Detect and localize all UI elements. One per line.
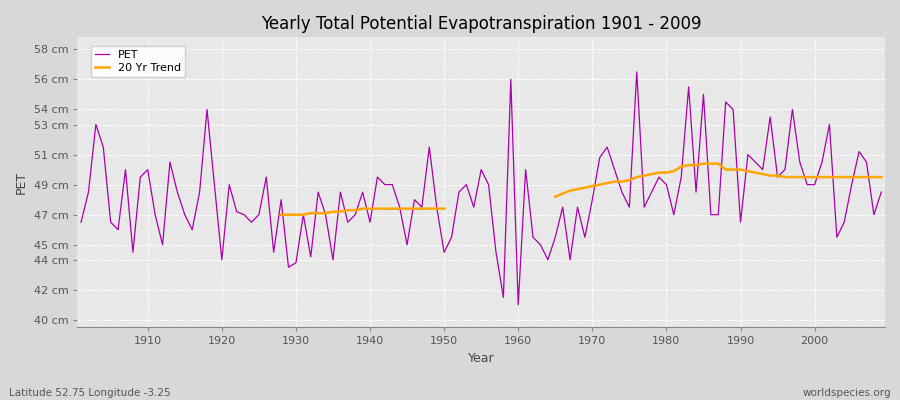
20 Yr Trend	[342, 208, 353, 212]
PET	[609, 167, 620, 172]
20 Yr Trend	[401, 206, 412, 211]
PET	[876, 190, 886, 194]
20 Yr Trend	[372, 206, 382, 211]
20 Yr Trend	[438, 206, 449, 211]
Legend: PET, 20 Yr Trend: PET, 20 Yr Trend	[91, 46, 185, 77]
20 Yr Trend	[410, 206, 420, 211]
20 Yr Trend	[394, 206, 405, 211]
20 Yr Trend	[305, 211, 316, 216]
20 Yr Trend	[424, 206, 435, 211]
20 Yr Trend	[313, 211, 324, 216]
PET	[632, 70, 643, 74]
PET	[342, 220, 353, 225]
PET	[135, 175, 146, 180]
20 Yr Trend	[417, 206, 428, 211]
20 Yr Trend	[328, 209, 338, 214]
Line: PET: PET	[81, 72, 881, 305]
PET	[506, 77, 517, 82]
20 Yr Trend	[320, 211, 331, 216]
PET	[298, 212, 309, 217]
20 Yr Trend	[350, 208, 361, 212]
Line: 20 Yr Trend: 20 Yr Trend	[281, 209, 444, 215]
Text: Latitude 52.75 Longitude -3.25: Latitude 52.75 Longitude -3.25	[9, 388, 171, 398]
20 Yr Trend	[291, 212, 302, 217]
20 Yr Trend	[380, 206, 391, 211]
PET	[513, 302, 524, 307]
20 Yr Trend	[275, 212, 286, 217]
20 Yr Trend	[284, 212, 294, 217]
X-axis label: Year: Year	[468, 352, 494, 365]
Y-axis label: PET: PET	[15, 171, 28, 194]
20 Yr Trend	[335, 209, 346, 214]
20 Yr Trend	[387, 206, 398, 211]
20 Yr Trend	[357, 206, 368, 211]
20 Yr Trend	[431, 206, 442, 211]
PET	[76, 220, 86, 225]
Title: Yearly Total Potential Evapotranspiration 1901 - 2009: Yearly Total Potential Evapotranspiratio…	[261, 15, 701, 33]
PET	[520, 167, 531, 172]
Text: worldspecies.org: worldspecies.org	[803, 388, 891, 398]
20 Yr Trend	[364, 206, 375, 211]
20 Yr Trend	[298, 212, 309, 217]
